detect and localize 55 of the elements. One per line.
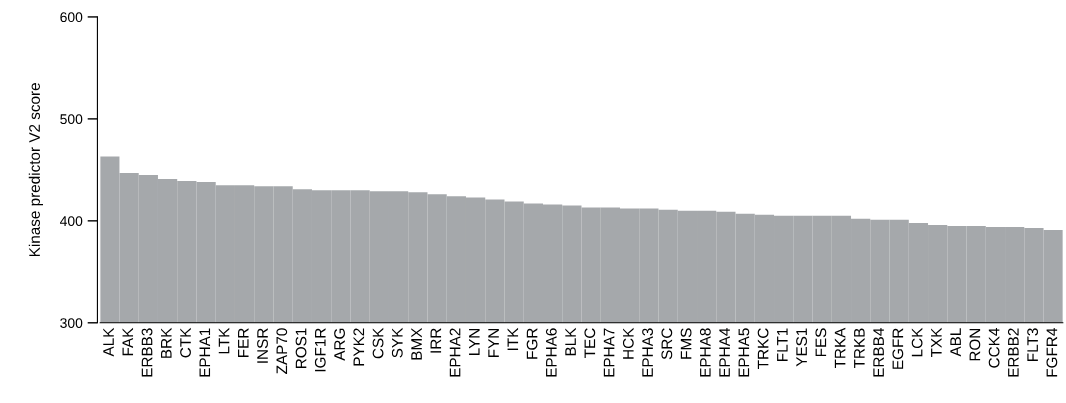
x-tick-label: LTK xyxy=(218,327,230,354)
x-tick-label: ALK xyxy=(103,327,114,357)
x-tick-label: FGR xyxy=(526,328,538,359)
x-tick-label: FMS xyxy=(680,328,692,359)
x-tick-label: FGFR4 xyxy=(1046,328,1058,377)
x-tick-label: EPHA1 xyxy=(199,328,211,377)
x-tick-label: ERBB3 xyxy=(141,328,153,377)
x-tick-label: EPHA6 xyxy=(545,328,557,377)
y-tick-label: 300 xyxy=(60,318,83,328)
y-tick-label: 500 xyxy=(60,114,83,125)
x-tick-label: FER xyxy=(238,328,249,357)
x-tick-label: FLT3 xyxy=(1027,328,1039,361)
y-tick-label: 600 xyxy=(60,12,83,23)
x-tick-label: BMX xyxy=(411,327,422,360)
x-tick-label: ITK xyxy=(507,327,519,351)
x-tick-label: ERBB4 xyxy=(873,328,884,377)
x-tick-label: SRC xyxy=(661,328,673,360)
x-tick-label: CCK4 xyxy=(988,328,1000,368)
x-tick-label: IRR xyxy=(430,328,442,353)
x-tick-label: TXK xyxy=(931,327,942,358)
x-tick-label: FAK xyxy=(122,327,134,356)
x-tick-label: HCK xyxy=(622,327,634,359)
x-tick-label: EPHA2 xyxy=(449,328,461,377)
x-tick-label: LYN xyxy=(469,328,480,355)
x-tick-label: TRKC xyxy=(757,328,769,369)
x-tick-label: CSK xyxy=(372,327,384,359)
x-tick-label: EPHA5 xyxy=(738,328,750,377)
y-tick-label: 400 xyxy=(59,216,83,227)
x-tick-label: EPHA4 xyxy=(719,328,730,377)
x-tick-label: CTK xyxy=(180,327,191,358)
x-tick-label: EPHA3 xyxy=(642,328,653,377)
x-tick-label: BLK xyxy=(565,327,576,356)
x-tick-label: FLT1 xyxy=(777,328,788,361)
y-axis-title: Kinase predictor V2 score xyxy=(28,83,44,257)
x-tick-label: EPHA8 xyxy=(699,328,711,377)
x-tick-label: SYK xyxy=(391,327,403,358)
x-tick-label: TEC xyxy=(584,328,596,358)
x-tick-label: ARG xyxy=(334,328,345,361)
x-tick-label: INSR xyxy=(257,328,268,363)
x-tick-label: ABL xyxy=(950,328,961,357)
x-tick-label: BRK xyxy=(161,327,172,358)
x-tick-label: LCK xyxy=(911,327,923,357)
x-tick-label: YES1 xyxy=(796,328,807,367)
x-tick-label: TRKA xyxy=(834,327,846,369)
x-tick-label: ROS1 xyxy=(295,328,307,369)
x-tick-label: ZAP70 xyxy=(276,328,288,374)
x-tick-label: EPHA7 xyxy=(603,328,615,377)
x-tick-label: FYN xyxy=(488,328,499,357)
x-tick-label: ERBB2 xyxy=(1007,328,1019,377)
x-tick-label: EGFR xyxy=(892,328,904,369)
x-tick-label: IGF1R xyxy=(314,328,326,372)
x-tick-label: TRKB xyxy=(854,328,865,369)
x-tick-label: PYK2 xyxy=(353,328,365,366)
x-tick-label: FES xyxy=(815,328,827,357)
x-tick-label: RON xyxy=(969,328,981,361)
